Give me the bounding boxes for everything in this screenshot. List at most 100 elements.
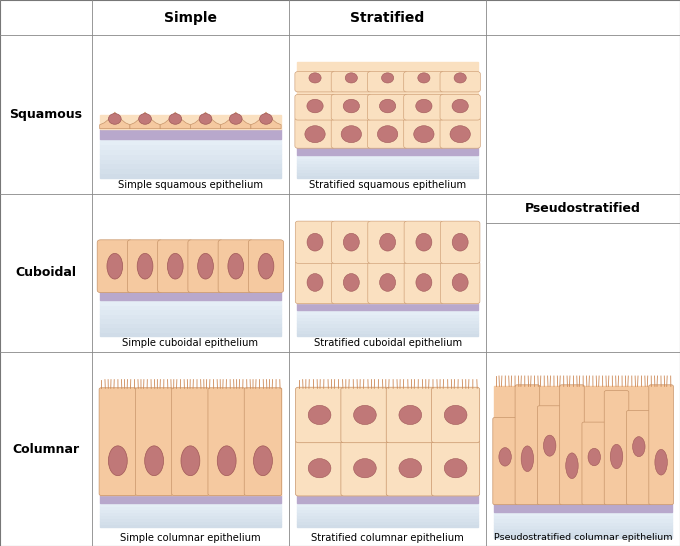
FancyBboxPatch shape [432, 441, 479, 496]
Bar [486, 0, 680, 35]
FancyBboxPatch shape [404, 94, 444, 120]
Bar [100, 388, 281, 495]
Bar [494, 528, 673, 531]
FancyBboxPatch shape [441, 221, 480, 263]
Bar [100, 153, 281, 158]
Ellipse shape [307, 233, 323, 251]
Ellipse shape [379, 274, 396, 292]
Ellipse shape [107, 253, 122, 279]
Ellipse shape [308, 405, 331, 425]
Bar [494, 518, 673, 521]
FancyBboxPatch shape [295, 72, 335, 92]
Ellipse shape [354, 459, 376, 478]
FancyBboxPatch shape [158, 240, 193, 293]
Bar [100, 503, 281, 506]
FancyBboxPatch shape [441, 262, 480, 304]
Bar [100, 327, 281, 332]
Bar [297, 323, 478, 327]
Bar [297, 388, 478, 495]
Polygon shape [251, 112, 281, 129]
FancyBboxPatch shape [368, 221, 407, 263]
FancyBboxPatch shape [218, 240, 254, 293]
Bar [297, 172, 478, 175]
Bar [100, 509, 281, 512]
Ellipse shape [199, 114, 212, 124]
Text: Stratified cuboidal epithelium: Stratified cuboidal epithelium [313, 339, 462, 348]
Bar [100, 313, 281, 318]
FancyBboxPatch shape [386, 441, 435, 496]
FancyBboxPatch shape [127, 240, 163, 293]
Ellipse shape [377, 126, 398, 143]
Bar [100, 241, 281, 291]
Bar [297, 163, 478, 167]
FancyBboxPatch shape [404, 221, 443, 263]
FancyBboxPatch shape [560, 385, 584, 505]
Ellipse shape [454, 73, 466, 83]
FancyBboxPatch shape [404, 117, 444, 148]
Ellipse shape [521, 446, 534, 472]
Bar [494, 503, 673, 512]
FancyBboxPatch shape [386, 387, 435, 443]
FancyBboxPatch shape [368, 262, 407, 304]
Bar [100, 524, 281, 526]
Ellipse shape [108, 114, 121, 124]
Bar [494, 512, 673, 515]
FancyBboxPatch shape [208, 388, 245, 495]
Text: Simple cuboidal epithelium: Simple cuboidal epithelium [122, 339, 258, 348]
FancyBboxPatch shape [404, 262, 443, 304]
Text: Simple squamous epithelium: Simple squamous epithelium [118, 180, 263, 190]
Bar [100, 139, 281, 144]
Ellipse shape [566, 453, 578, 478]
FancyBboxPatch shape [440, 94, 480, 120]
Bar [297, 503, 478, 506]
Bar [297, 302, 478, 310]
Bar [494, 515, 673, 518]
FancyBboxPatch shape [97, 240, 133, 293]
Bar [297, 222, 478, 302]
Text: Pseudostratified: Pseudostratified [525, 202, 641, 215]
Bar [297, 167, 478, 169]
Ellipse shape [229, 114, 242, 124]
Ellipse shape [309, 73, 321, 83]
FancyBboxPatch shape [440, 117, 480, 148]
Bar [297, 333, 478, 336]
Bar [297, 147, 478, 155]
Text: Columnar: Columnar [12, 443, 80, 455]
Ellipse shape [341, 126, 362, 143]
Text: Stratified columnar epithelium: Stratified columnar epithelium [311, 533, 464, 543]
Bar [100, 168, 281, 173]
FancyBboxPatch shape [295, 94, 335, 120]
Ellipse shape [452, 99, 469, 113]
Bar [100, 323, 281, 327]
FancyBboxPatch shape [295, 117, 335, 148]
Bar [297, 506, 478, 509]
Bar [297, 518, 478, 521]
FancyBboxPatch shape [626, 411, 651, 505]
Ellipse shape [145, 446, 164, 476]
Ellipse shape [343, 99, 360, 113]
Ellipse shape [254, 446, 273, 476]
FancyBboxPatch shape [99, 388, 137, 495]
Ellipse shape [181, 446, 200, 476]
Bar [486, 35, 680, 194]
FancyBboxPatch shape [605, 390, 629, 505]
Bar [100, 291, 281, 300]
Bar [297, 320, 478, 323]
FancyBboxPatch shape [367, 94, 408, 120]
Ellipse shape [450, 126, 471, 143]
Polygon shape [220, 112, 251, 129]
Ellipse shape [381, 73, 394, 83]
Ellipse shape [444, 459, 467, 478]
FancyBboxPatch shape [515, 385, 540, 505]
Bar [100, 144, 281, 149]
Bar [100, 518, 281, 521]
Bar [100, 115, 281, 129]
Ellipse shape [260, 114, 273, 124]
Bar [100, 318, 281, 323]
Ellipse shape [452, 233, 468, 251]
FancyBboxPatch shape [171, 388, 209, 495]
Bar [100, 309, 281, 313]
Bar [297, 524, 478, 526]
FancyBboxPatch shape [493, 418, 517, 505]
Bar [297, 169, 478, 172]
